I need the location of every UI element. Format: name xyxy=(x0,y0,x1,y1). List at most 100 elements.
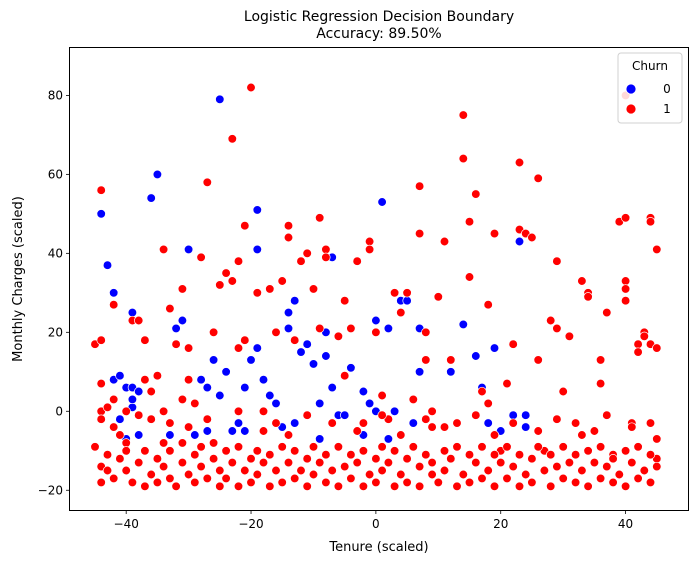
point-churn-1 xyxy=(446,454,456,464)
point-churn-1 xyxy=(321,252,331,262)
point-churn-1 xyxy=(458,153,468,164)
point-churn-1 xyxy=(109,300,119,310)
point-churn-1 xyxy=(577,276,587,286)
legend: Churn 0 1 xyxy=(617,52,683,124)
point-churn-1 xyxy=(595,355,606,365)
point-churn-0 xyxy=(146,193,156,203)
point-churn-0 xyxy=(290,418,300,428)
point-churn-1 xyxy=(352,256,362,266)
point-churn-1 xyxy=(477,386,487,397)
point-churn-0 xyxy=(134,430,144,440)
point-churn-1 xyxy=(152,477,163,488)
point-churn-1 xyxy=(283,457,294,468)
point-churn-1 xyxy=(240,335,250,345)
point-churn-1 xyxy=(302,410,312,420)
point-churn-0 xyxy=(521,410,531,420)
point-churn-1 xyxy=(595,378,606,389)
point-churn-1 xyxy=(346,473,356,484)
point-churn-1 xyxy=(489,481,500,491)
y-tick-label: 60 xyxy=(48,167,63,181)
point-churn-1 xyxy=(177,394,188,405)
point-churn-1 xyxy=(483,300,493,310)
point-churn-1 xyxy=(527,232,537,243)
point-churn-1 xyxy=(340,296,350,306)
point-churn-1 xyxy=(158,244,169,255)
point-churn-0 xyxy=(514,236,525,247)
point-churn-1 xyxy=(602,307,612,318)
point-churn-0 xyxy=(364,398,375,409)
point-churn-1 xyxy=(464,450,475,460)
point-churn-0 xyxy=(327,382,337,393)
point-churn-1 xyxy=(533,426,543,436)
point-churn-1 xyxy=(202,177,212,187)
point-churn-1 xyxy=(221,446,231,456)
point-churn-1 xyxy=(508,461,518,472)
point-churn-0 xyxy=(246,355,256,365)
point-churn-1 xyxy=(452,418,462,428)
point-churn-1 xyxy=(464,477,475,488)
point-churn-0 xyxy=(227,426,237,436)
point-churn-1 xyxy=(183,469,194,480)
point-churn-1 xyxy=(208,327,219,337)
point-churn-1 xyxy=(252,446,262,456)
point-churn-1 xyxy=(271,418,281,428)
point-churn-1 xyxy=(333,442,344,452)
point-churn-1 xyxy=(645,450,656,460)
point-churn-0 xyxy=(240,382,250,393)
point-churn-1 xyxy=(533,173,543,183)
point-churn-0 xyxy=(96,209,106,219)
point-churn-1 xyxy=(633,339,643,349)
point-churn-0 xyxy=(196,375,206,385)
point-churn-1 xyxy=(146,386,156,397)
x-tick-label: −40 xyxy=(114,517,139,531)
point-churn-1 xyxy=(389,481,400,491)
point-churn-1 xyxy=(177,438,188,448)
point-churn-1 xyxy=(570,418,581,428)
point-churn-1 xyxy=(421,450,431,460)
point-churn-1 xyxy=(633,347,643,357)
point-churn-1 xyxy=(427,457,437,468)
point-churn-1 xyxy=(608,454,618,464)
y-tick-label: 80 xyxy=(48,88,63,102)
point-churn-1 xyxy=(277,442,287,452)
point-churn-1 xyxy=(140,335,150,345)
point-churn-1 xyxy=(96,378,106,389)
point-churn-1 xyxy=(471,189,481,199)
point-churn-1 xyxy=(165,473,175,484)
point-churn-0 xyxy=(315,398,325,409)
point-churn-1 xyxy=(483,465,493,476)
point-churn-1 xyxy=(620,276,631,286)
point-churn-1 xyxy=(595,442,606,452)
point-churn-1 xyxy=(514,157,525,168)
point-churn-0 xyxy=(521,422,531,432)
point-churn-0 xyxy=(265,390,275,401)
point-churn-1 xyxy=(140,446,150,456)
point-churn-1 xyxy=(271,327,281,337)
point-churn-1 xyxy=(614,469,624,480)
point-churn-1 xyxy=(446,355,456,365)
point-churn-1 xyxy=(258,457,269,468)
point-churn-1 xyxy=(115,430,125,440)
point-churn-1 xyxy=(358,446,369,456)
point-churn-1 xyxy=(639,465,649,476)
y-axis: −20 0 20 40 60 80 xyxy=(38,88,70,497)
point-churn-0 xyxy=(389,406,400,416)
point-churn-0 xyxy=(252,343,262,353)
point-churn-1 xyxy=(433,292,443,302)
chart-title: Logistic Regression Decision Boundary xyxy=(244,9,514,25)
point-churn-1 xyxy=(208,438,219,448)
point-churn-1 xyxy=(190,398,200,409)
point-churn-1 xyxy=(570,477,581,488)
point-churn-1 xyxy=(383,457,394,468)
point-churn-1 xyxy=(414,461,425,472)
point-churn-1 xyxy=(333,481,344,491)
point-churn-1 xyxy=(577,430,587,440)
point-churn-1 xyxy=(233,406,244,416)
points-layer xyxy=(90,82,662,491)
point-churn-1 xyxy=(652,244,662,255)
point-churn-1 xyxy=(109,394,119,405)
point-churn-1 xyxy=(102,450,113,460)
point-churn-1 xyxy=(377,390,387,401)
plot-frame xyxy=(69,47,689,511)
point-churn-1 xyxy=(321,450,331,460)
